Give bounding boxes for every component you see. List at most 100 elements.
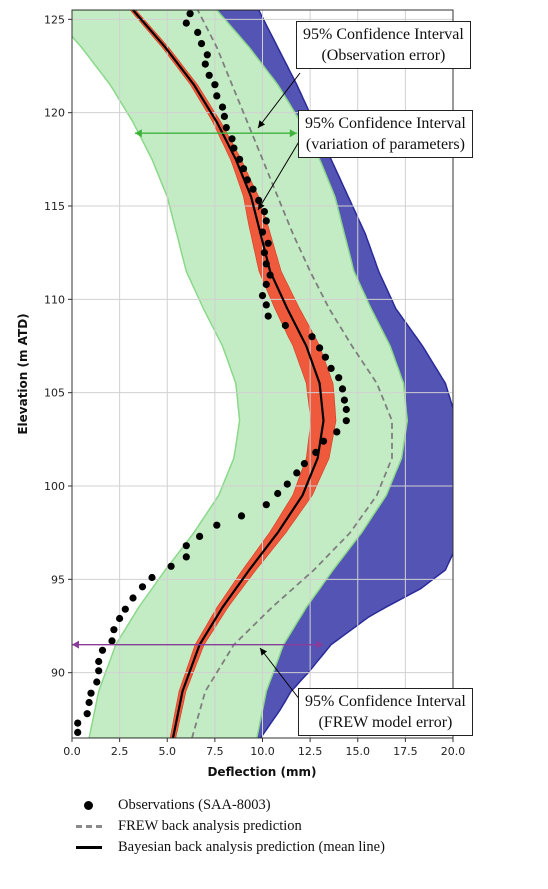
band-observation-error bbox=[72, 10, 409, 738]
observation-point bbox=[308, 333, 316, 341]
y-tick-labels: 90 95 100 105 110 115 120 125 bbox=[44, 13, 72, 680]
observation-point bbox=[205, 71, 213, 79]
x-tick-label: 15.0 bbox=[346, 745, 371, 758]
callout-line: 95% Confidence Interval bbox=[303, 26, 464, 43]
x-tick-label: 17.5 bbox=[393, 745, 418, 758]
x-axis-label: Deflection (mm) bbox=[207, 765, 316, 779]
legend-item-bayesian: Bayesian back analysis prediction (mean … bbox=[76, 837, 385, 858]
observation-point bbox=[121, 605, 129, 613]
solid-line-icon bbox=[76, 837, 116, 858]
arrowhead-left bbox=[134, 129, 142, 138]
callout-line: (variation of parameters) bbox=[305, 136, 465, 153]
callout-observation-error: 95% Confidence Interval (Observation err… bbox=[296, 21, 471, 69]
x-tick-label: 10.0 bbox=[250, 745, 275, 758]
callout-line: (FREW model error) bbox=[318, 714, 453, 731]
callout-leaders bbox=[257, 72, 301, 701]
observation-point bbox=[249, 185, 257, 193]
observation-point bbox=[129, 594, 137, 602]
observation-point bbox=[338, 385, 347, 393]
observation-point bbox=[237, 512, 246, 520]
x-tick-label: 7.5 bbox=[206, 745, 224, 758]
observation-point bbox=[262, 260, 270, 268]
callout-variation-of-parameters: 95% Confidence Interval (variation of pa… bbox=[298, 110, 473, 158]
observation-point bbox=[342, 417, 350, 425]
observation-point bbox=[293, 469, 301, 477]
x-tick-label: 20.0 bbox=[441, 745, 466, 758]
observation-point bbox=[182, 19, 190, 27]
observation-point bbox=[274, 489, 282, 498]
observation-point bbox=[218, 103, 227, 111]
y-tick-label: 105 bbox=[44, 387, 65, 400]
observation-point bbox=[167, 562, 175, 570]
observation-point bbox=[333, 428, 341, 436]
legend-label: Observations (SAA-8003) bbox=[118, 797, 271, 813]
x-tick-label: 12.5 bbox=[298, 745, 323, 758]
observation-point bbox=[321, 353, 329, 361]
legend-label: Bayesian back analysis prediction (mean … bbox=[118, 839, 385, 855]
callout-line: 95% Confidence Interval bbox=[305, 115, 466, 132]
observation-point bbox=[255, 196, 263, 204]
observation-point bbox=[211, 81, 219, 89]
dot-marker-icon bbox=[76, 795, 116, 816]
x-tick-label: 0.0 bbox=[63, 745, 81, 758]
interval-arrows bbox=[72, 129, 324, 649]
observation-point bbox=[85, 698, 93, 707]
observation-point bbox=[194, 28, 202, 36]
callout-line: (Observation error) bbox=[321, 47, 446, 64]
dashed-line-icon bbox=[76, 816, 116, 837]
observation-point bbox=[228, 135, 236, 143]
y-tick-label: 120 bbox=[44, 107, 65, 120]
leader-frew-model-error bbox=[259, 647, 301, 701]
y-tick-label: 100 bbox=[44, 480, 65, 493]
arrowhead-right bbox=[289, 129, 297, 138]
leader-arrowhead bbox=[260, 648, 268, 656]
observation-point bbox=[260, 208, 268, 216]
observation-point bbox=[262, 301, 270, 309]
callout-frew-model-error: 95% Confidence Interval (FREW model erro… bbox=[298, 688, 473, 736]
observation-point bbox=[260, 249, 268, 257]
observation-point bbox=[335, 374, 343, 382]
observation-point bbox=[213, 92, 221, 100]
observation-point bbox=[83, 710, 91, 718]
observation-point bbox=[95, 667, 103, 675]
observation-point bbox=[95, 657, 103, 666]
observation-point bbox=[281, 321, 289, 330]
x-tick-label: 2.5 bbox=[111, 745, 129, 758]
legend-label: FREW back analysis prediction bbox=[118, 818, 302, 834]
observation-point bbox=[319, 437, 328, 445]
observation-point bbox=[110, 626, 118, 634]
x-tick-label: 5.0 bbox=[159, 745, 177, 758]
observation-point bbox=[340, 396, 348, 404]
observation-point bbox=[258, 292, 267, 300]
observation-point bbox=[312, 448, 320, 456]
observation-point bbox=[203, 51, 211, 59]
observation-point bbox=[264, 239, 272, 247]
leader-observation-error bbox=[257, 72, 301, 129]
y-axis-label: Elevation (m ATD) bbox=[16, 313, 30, 434]
observation-point bbox=[98, 646, 107, 654]
observation-point bbox=[283, 480, 291, 488]
arrowhead-left bbox=[72, 640, 79, 649]
leader-variation-of-parameters bbox=[257, 139, 301, 211]
observation-point bbox=[197, 40, 206, 48]
observation-point bbox=[258, 228, 267, 236]
observation-point bbox=[264, 312, 272, 320]
observation-point bbox=[262, 501, 270, 509]
y-tick-label: 90 bbox=[51, 667, 65, 680]
callout-line: 95% Confidence Interval bbox=[305, 693, 466, 710]
observation-point bbox=[300, 460, 308, 468]
frew-prediction-line bbox=[191, 9, 393, 739]
observation-point bbox=[182, 542, 190, 550]
observation-point bbox=[196, 532, 204, 541]
observation-point bbox=[108, 637, 116, 645]
observation-point bbox=[239, 165, 248, 173]
observation-point bbox=[201, 60, 209, 68]
observation-point bbox=[74, 728, 82, 737]
y-tick-label: 110 bbox=[44, 293, 65, 306]
observation-point bbox=[87, 689, 95, 697]
leader-arrowhead bbox=[258, 202, 265, 210]
observation-point bbox=[262, 280, 270, 288]
observation-point bbox=[116, 614, 124, 623]
y-tick-label: 125 bbox=[44, 13, 65, 26]
